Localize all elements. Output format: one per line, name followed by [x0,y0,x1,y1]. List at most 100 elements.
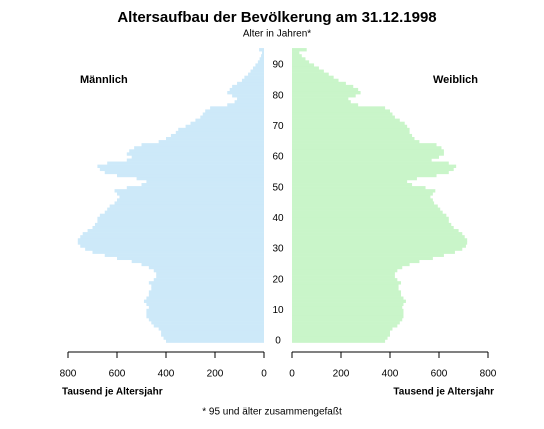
female-bar [292,198,433,202]
male-bar [85,247,265,251]
male-bar [227,103,264,107]
male-bar [131,259,264,264]
male-bar [148,265,264,270]
male-bar [161,330,264,334]
male-bar [151,321,264,325]
male-bar [178,127,264,132]
female-bar [292,281,402,285]
female-bar [292,314,404,319]
male-bar [87,229,264,233]
female-bar [292,109,390,113]
female-bar [292,229,459,233]
male-bar [259,57,264,61]
female-bar [292,69,324,73]
female-bar [292,81,346,86]
female-bar [292,112,393,116]
female-bar [292,149,444,153]
male-bar [170,133,264,138]
female-bar [292,268,398,273]
female-bar [292,278,398,282]
female-bar [292,336,388,340]
male-bar [153,278,264,282]
male-bar [104,253,264,257]
female-bar [292,63,315,67]
male-bar [148,305,264,310]
male-bar [146,308,264,313]
y-tick-label: 60 [272,152,284,163]
female-bar [292,259,420,264]
male-bar [146,296,264,300]
x-tick-label-right: 800 [480,369,497,380]
female-bar [292,94,356,98]
x-tick-label-right: 0 [289,369,295,380]
female-bar [292,284,399,288]
female-bar [292,189,436,193]
male-bar [143,299,264,303]
female-bar [292,333,390,337]
female-bar [292,324,398,328]
male-bar [117,192,264,196]
male-bar [252,66,264,70]
chart-title: Altersaufbau der Bevölkerung am 31.12.19… [117,9,436,26]
female-bar [292,66,319,70]
male-bar [229,87,264,92]
male-bar [126,158,264,162]
male-bar [77,238,264,242]
male-bar [136,176,264,181]
male-bar [210,106,264,110]
male-bar [234,100,264,104]
male-bar [166,137,264,141]
female-bar [292,146,442,150]
male-bar [153,324,264,328]
x-tick-label-right: 200 [333,369,350,380]
male-bar [141,143,264,147]
female-bar [292,137,415,141]
footnote: * 95 und älter zusammengefaßt [202,407,342,418]
male-bar [237,97,264,101]
male-bar [190,121,264,126]
female-bar [292,84,354,89]
female-bar [292,106,386,110]
female-bar [292,222,452,227]
female-bar [292,118,400,122]
female-bar [292,238,468,242]
female-bar [292,302,404,307]
male-bar [82,232,264,236]
male-bar [175,130,264,135]
male-bar [117,173,264,178]
female-bar [292,250,455,254]
female-bar [292,179,408,184]
male-bar [261,54,264,58]
male-bar [166,339,264,343]
male-bar [227,91,264,95]
y-tick-label: 0 [275,336,281,347]
male-bar [104,170,264,175]
x-tick-label-right: 400 [382,369,399,380]
female-bar [292,103,359,107]
male-bar [80,235,264,239]
male-bar [158,140,264,144]
x-tick-label-left: 600 [109,369,126,380]
y-tick-label: 30 [272,244,284,255]
male-bar [126,186,264,190]
male-bar [94,222,264,227]
female-bar [292,124,408,129]
male-bar [185,124,264,129]
female-bar [292,57,306,61]
male-bar [114,189,264,193]
male-bar [141,262,264,267]
male-bar [92,225,264,230]
female-bar [292,232,463,236]
x-axis-label-right: Tausend je Altersjahr [393,387,494,398]
male-bar [99,213,264,218]
male-bar [146,179,264,184]
male-bar [107,161,264,165]
x-tick-label-left: 0 [261,369,267,380]
female-bar [292,241,468,245]
female-bar [292,100,351,104]
male-bar [141,183,264,187]
chart-subtitle: Alter in Jahren* [243,29,311,40]
male-bar [205,109,264,113]
male-bar [97,219,265,224]
male-bar [114,201,264,205]
